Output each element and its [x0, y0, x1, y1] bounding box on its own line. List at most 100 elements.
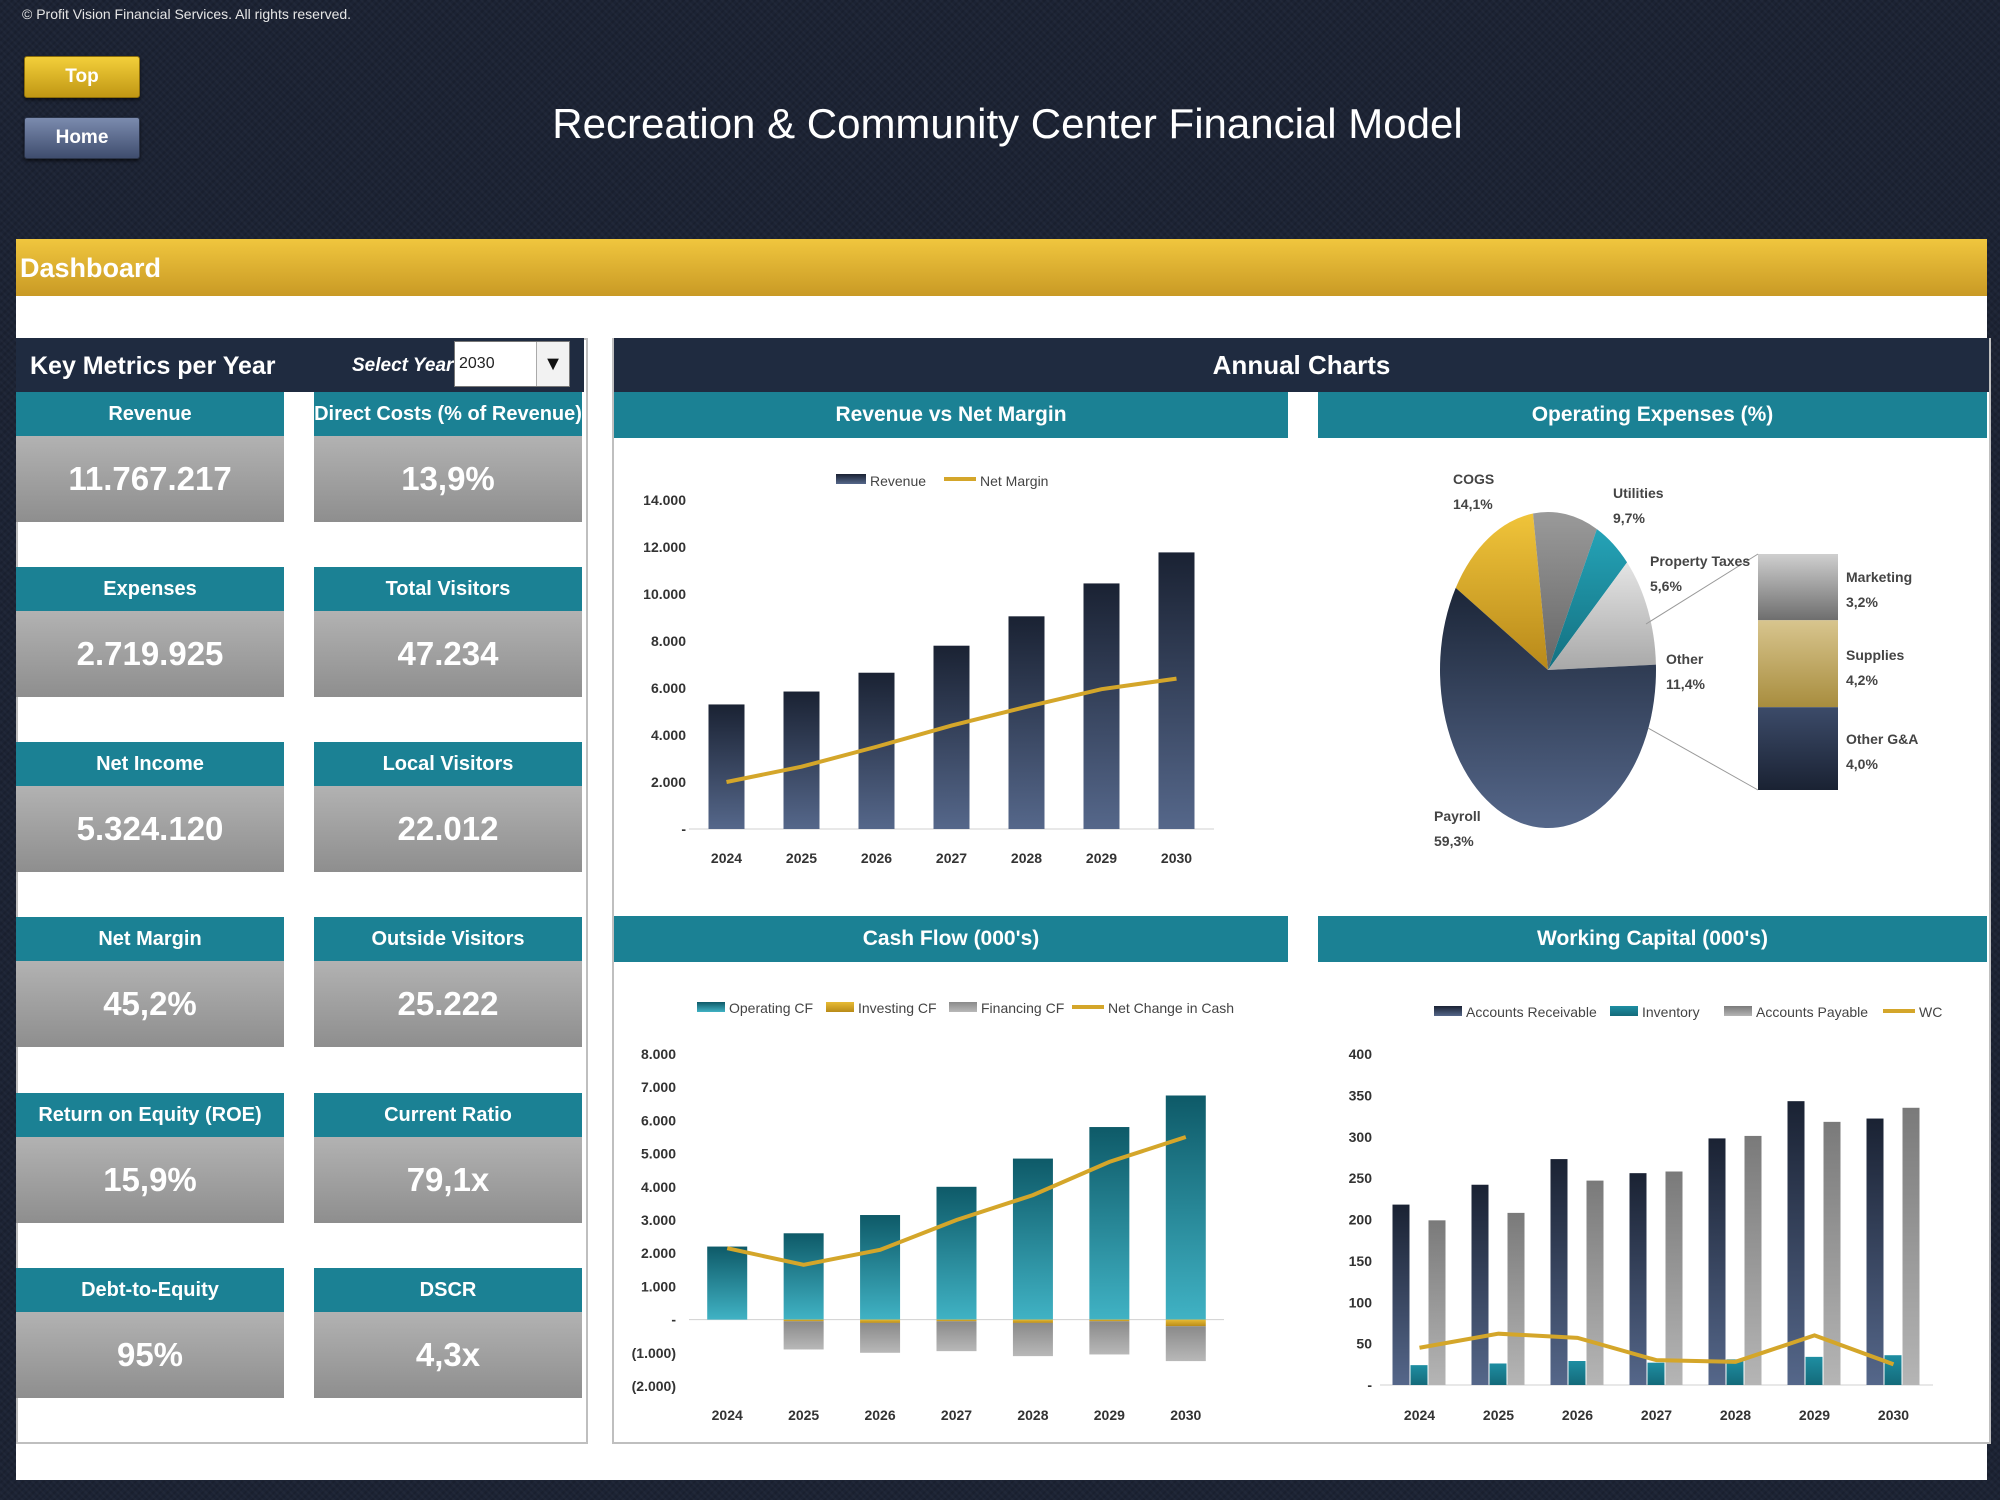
metric-tile-local-visitors: Local Visitors 22.012 [314, 742, 582, 872]
y-tick-label: 3.000 [641, 1212, 676, 1228]
metric-value: 22.012 [314, 786, 582, 872]
section-title: Dashboard [20, 253, 161, 284]
y-tick-label: 5.000 [641, 1146, 676, 1162]
working-capital-chart: 40035030025020015010050-2024 2025 2026 2027… [1318, 962, 1987, 1432]
slice-label: Other [1666, 651, 1704, 667]
legend-swatch-investing-cf [826, 1002, 854, 1012]
revenue-bar [1009, 616, 1045, 829]
slice-percent: 11,4% [1666, 676, 1705, 692]
metric-tile-net-margin: Net Margin 45,2% [16, 917, 284, 1047]
accounts-payable-bar [1429, 1220, 1446, 1385]
x-tick-label: 2029 [1086, 850, 1117, 866]
legend-swatch-operating-cf [697, 1002, 725, 1012]
financing-cf-bar [1089, 1321, 1129, 1354]
accounts-receivable-bar [1551, 1159, 1568, 1385]
metric-label: Net Income [16, 742, 284, 786]
operating-cf-bar [707, 1247, 747, 1320]
x-tick-label: 2028 [1720, 1407, 1751, 1423]
legend-swatch-inventory [1610, 1006, 1638, 1016]
legend-label-investing-cf: Investing CF [858, 1000, 937, 1016]
x-tick-label: 2025 [788, 1407, 819, 1423]
investing-cf-bar [1013, 1320, 1053, 1323]
select-year-label: Select Year [352, 355, 453, 377]
legend-swatch-financing-cf [949, 1002, 977, 1012]
x-tick-label: 2024 [1404, 1407, 1435, 1423]
y-tick-label: 50 [1356, 1336, 1372, 1352]
slice-percent: 14,1% [1453, 496, 1493, 512]
legend-label-net-margin: Net Margin [980, 473, 1048, 489]
operating-cf-bar [784, 1233, 824, 1319]
x-tick-label: 2027 [1641, 1407, 1672, 1423]
y-tick-label: 8.000 [641, 1046, 676, 1062]
y-tick-label: 12.000 [643, 539, 686, 555]
metric-tile-net-income: Net Income 5.324.120 [16, 742, 284, 872]
wc-chart-title: Working Capital (000's) [1318, 916, 1987, 962]
y-tick-label: 2.000 [641, 1245, 676, 1261]
metric-value: 11.767.217 [16, 436, 284, 522]
inventory-bar [1885, 1355, 1902, 1385]
metric-tile-debt-to-equity: Debt-to-Equity 95% [16, 1268, 284, 1398]
dashboard-section-bar: Dashboard [16, 239, 1987, 296]
metric-value: 79,1x [314, 1137, 582, 1223]
key-metrics-header: Key Metrics per Year Select Year 2030 ▼ [16, 338, 584, 392]
dropdown-arrow-icon[interactable]: ▼ [536, 342, 569, 386]
accounts-receivable-bar [1709, 1138, 1726, 1385]
marketing-segment [1758, 554, 1838, 620]
metric-value: 47.234 [314, 611, 582, 697]
metric-tile-expenses: Expenses 2.719.925 [16, 567, 284, 697]
x-tick-label: 2029 [1799, 1407, 1830, 1423]
metric-value: 15,9% [16, 1137, 284, 1223]
legend-swatch-accounts-receivable [1434, 1006, 1462, 1016]
operating-cf-bar [937, 1187, 977, 1320]
operating-cf-bar [1166, 1096, 1206, 1320]
metric-value: 45,2% [16, 961, 284, 1047]
copyright-notice: © Profit Vision Financial Services. All … [22, 6, 351, 22]
financing-cf-bar [860, 1323, 900, 1353]
y-tick-label: 4.000 [651, 727, 686, 743]
cashflow-chart-title: Cash Flow (000's) [614, 916, 1288, 962]
metric-value: 25.222 [314, 961, 582, 1047]
breakdown-label: Other G&A [1846, 731, 1918, 747]
metric-tile-direct-costs-of-revenue: Direct Costs (% of Revenue) 13,9% [314, 392, 582, 522]
metric-label: Total Visitors [314, 567, 582, 611]
y-tick-label: 10.000 [643, 586, 686, 602]
y-tick-label: (2.000) [632, 1378, 676, 1394]
breakdown-label: Marketing [1846, 569, 1912, 585]
metric-tile-current-ratio: Current Ratio 79,1x [314, 1093, 582, 1223]
opex-chart-title: Operating Expenses (%) [1318, 392, 1987, 438]
y-tick-label: 300 [1349, 1129, 1373, 1145]
x-tick-label: 2030 [1878, 1407, 1909, 1423]
financing-cf-bar [1013, 1323, 1053, 1356]
revenue-chart-title: Revenue vs Net Margin [614, 392, 1288, 438]
breakdown-percent: 4,2% [1846, 672, 1878, 688]
metric-label: Revenue [16, 392, 284, 436]
legend-label-wc: WC [1919, 1004, 1942, 1020]
revenue-bar [1084, 583, 1120, 829]
legend-swatch-accounts-payable [1724, 1006, 1752, 1016]
accounts-payable-bar [1666, 1172, 1683, 1385]
accounts-payable-bar [1903, 1108, 1920, 1385]
top-button[interactable]: Top [24, 56, 140, 98]
legend-swatch-revenue [836, 474, 866, 484]
metric-tile-return-on-equity-roe: Return on Equity (ROE) 15,9% [16, 1093, 284, 1223]
breakdown-label: Supplies [1846, 647, 1905, 663]
y-tick-label: 250 [1349, 1170, 1373, 1186]
x-tick-label: 2026 [861, 850, 892, 866]
x-tick-label: 2027 [936, 850, 967, 866]
x-tick-label: 2030 [1170, 1407, 1201, 1423]
metric-value: 5.324.120 [16, 786, 284, 872]
year-select[interactable]: 2030 ▼ [454, 341, 570, 387]
y-tick-label: 150 [1349, 1253, 1373, 1269]
revenue-vs-net-margin-chart: 14.00012.00010.0008.0006.0004.0002.000-2… [614, 438, 1288, 908]
y-tick-label: (1.000) [632, 1345, 676, 1361]
x-tick-label: 2026 [864, 1407, 895, 1423]
other-ga-segment [1758, 707, 1838, 790]
revenue-bar [784, 692, 820, 829]
breakdown-percent: 3,2% [1846, 594, 1878, 610]
investing-cf-bar [784, 1320, 824, 1322]
legend-label-revenue: Revenue [870, 473, 926, 489]
y-tick-label: 8.000 [651, 633, 686, 649]
x-tick-label: 2026 [1562, 1407, 1593, 1423]
inventory-bar [1490, 1363, 1507, 1385]
connector-line [1648, 728, 1758, 790]
